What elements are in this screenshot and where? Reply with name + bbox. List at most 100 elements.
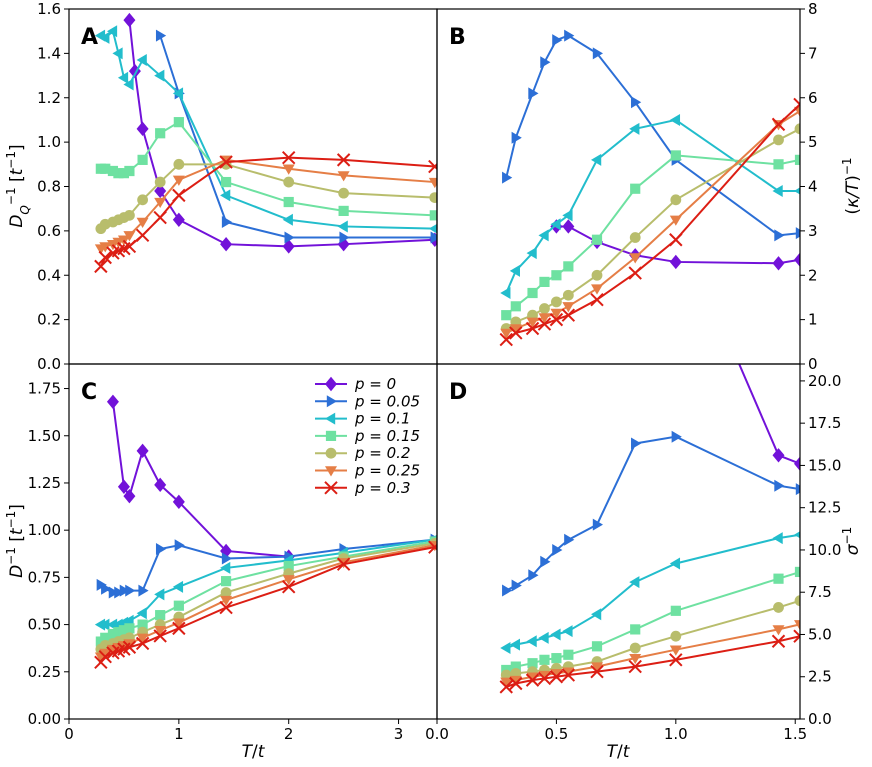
point-D-2-1 xyxy=(509,638,521,651)
point-A-2-6 xyxy=(136,54,147,67)
point-D-5-5 xyxy=(562,667,575,678)
ytick-label-A-7: 1.4 xyxy=(37,44,61,62)
ytick-label-B-4: 4 xyxy=(808,178,818,196)
axes-frame-B xyxy=(436,8,801,365)
point-C-2-8 xyxy=(172,580,184,593)
point-A-3-8 xyxy=(173,117,184,128)
point-A-5-11 xyxy=(337,171,350,182)
legend-label-3: p = 0.15 xyxy=(354,427,420,445)
xlabel-C: T/t xyxy=(242,742,266,762)
ytick-label-B-5: 5 xyxy=(808,133,818,151)
point-D-0-2 xyxy=(794,456,800,471)
point-B-4-4 xyxy=(551,296,562,308)
point-C-5-1 xyxy=(99,648,112,659)
point-A-2-4 xyxy=(117,71,129,84)
point-C-2-9 xyxy=(220,561,231,574)
point-A-1-4 xyxy=(339,231,350,244)
ytick-label-D-5: 12.5 xyxy=(808,499,841,517)
xtick-label-D-1: 0.5 xyxy=(544,725,568,743)
point-A-5-5 xyxy=(123,231,136,242)
point-A-2-7 xyxy=(154,69,165,82)
point-B-2-3 xyxy=(538,229,549,242)
point-A-1-0 xyxy=(155,29,167,42)
ytick-label-D-1: 2.5 xyxy=(808,668,832,686)
point-C-0-6 xyxy=(220,543,233,559)
point-B-6-8 xyxy=(669,233,683,247)
point-B-4-10 xyxy=(794,123,800,135)
legend-marker-3 xyxy=(325,430,337,441)
point-C-6-8 xyxy=(172,621,186,636)
ytick-label-D-8: 20.0 xyxy=(808,372,841,390)
point-A-6-6 xyxy=(135,228,150,243)
ytick-label-B-7: 7 xyxy=(808,44,818,62)
point-D-2-7 xyxy=(629,576,640,589)
point-B-2-4 xyxy=(550,218,561,231)
point-C-3-1 xyxy=(100,632,111,643)
point-D-1-3 xyxy=(540,555,551,568)
point-D-5-10 xyxy=(794,620,800,631)
point-A-2-1 xyxy=(99,31,110,44)
point-B-1-5 xyxy=(564,29,575,42)
point-A-3-10 xyxy=(283,196,294,208)
point-B-2-8 xyxy=(669,113,681,126)
point-D-5-8 xyxy=(669,645,682,656)
point-A-0-4 xyxy=(172,212,185,227)
point-A-5-7 xyxy=(154,197,167,209)
plot-area-C xyxy=(94,394,437,670)
ytick-label-A-4: 0.8 xyxy=(37,178,61,196)
series-line-A-5 xyxy=(100,158,435,250)
point-D-3-7 xyxy=(630,624,641,635)
point-D-1-9 xyxy=(774,479,785,492)
point-A-0-6 xyxy=(282,239,295,254)
point-B-0-4 xyxy=(669,254,682,270)
point-A-2-8 xyxy=(172,87,184,100)
point-B-1-1 xyxy=(511,131,522,144)
point-C-0-5 xyxy=(172,494,185,510)
legend-label-2: p = 0.1 xyxy=(354,410,410,428)
point-C-1-9 xyxy=(221,552,233,565)
point-C-3-6 xyxy=(137,619,148,630)
point-A-5-12 xyxy=(428,177,437,189)
panel-label-D: D xyxy=(449,380,467,405)
point-B-5-8 xyxy=(669,215,682,226)
series-line-C-0 xyxy=(111,401,289,558)
point-B-1-6 xyxy=(592,47,604,60)
point-C-2-6 xyxy=(136,607,147,620)
point-A-4-12 xyxy=(429,192,437,203)
panel-label-C: C xyxy=(81,380,97,405)
point-B-6-7 xyxy=(628,266,642,280)
ytick-label-B-1: 1 xyxy=(808,311,818,329)
point-B-5-0 xyxy=(500,328,513,339)
point-C-2-1 xyxy=(99,618,110,631)
point-B-2-7 xyxy=(629,122,640,135)
point-B-5-3 xyxy=(538,313,551,324)
point-D-6-3 xyxy=(537,671,552,686)
point-D-3-3 xyxy=(539,654,550,665)
point-D-0-1 xyxy=(772,448,785,463)
point-D-1-0 xyxy=(502,584,513,597)
panel-label-B: B xyxy=(449,25,466,50)
ytick-label-A-0: 0.0 xyxy=(37,355,61,373)
ytick-label-C-2: 0.50 xyxy=(28,616,61,634)
ytick-label-A-5: 1.0 xyxy=(37,133,61,151)
point-D-3-5 xyxy=(563,649,574,660)
point-D-1-10 xyxy=(795,483,800,496)
ytick-label-D-7: 17.5 xyxy=(808,414,841,432)
point-B-2-6 xyxy=(591,153,602,166)
point-D-4-10 xyxy=(794,595,800,607)
series-line-B-1 xyxy=(505,34,800,237)
point-B-1-2 xyxy=(528,87,539,100)
xtick-label-D-2: 1.0 xyxy=(664,725,688,743)
point-B-4-6 xyxy=(591,269,603,281)
series-line-D-2 xyxy=(505,533,800,649)
point-B-4-9 xyxy=(773,134,784,146)
point-A-4-7 xyxy=(154,176,166,188)
point-C-5-7 xyxy=(154,626,167,637)
ytick-label-C-1: 0.25 xyxy=(28,663,61,681)
point-B-3-4 xyxy=(551,270,562,281)
point-B-0-5 xyxy=(772,256,785,271)
point-A-6-12 xyxy=(428,159,437,174)
point-C-1-4 xyxy=(119,584,130,597)
plot-area-B xyxy=(499,29,800,347)
